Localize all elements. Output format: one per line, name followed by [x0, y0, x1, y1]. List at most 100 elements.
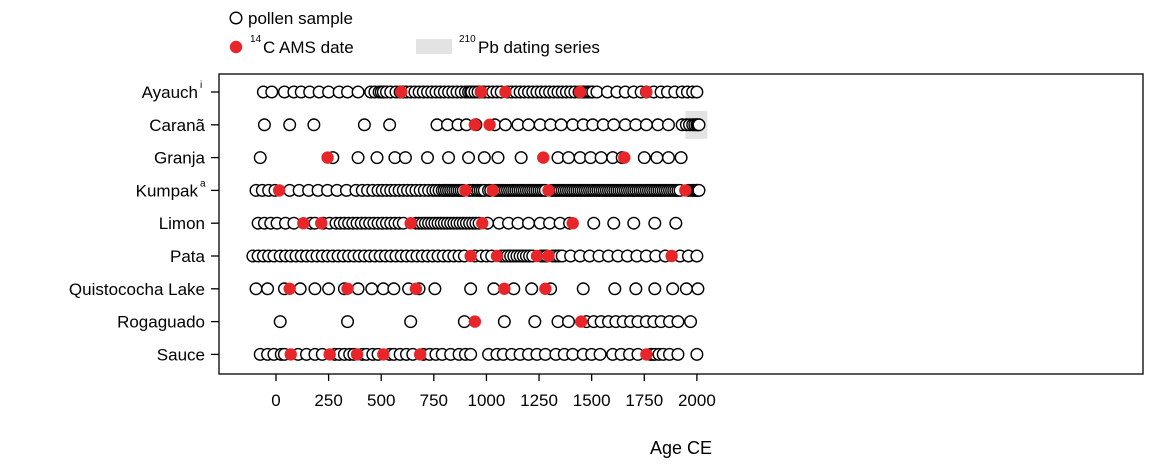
pollen-sample-point	[322, 282, 336, 296]
pollen-sample-point	[351, 85, 365, 99]
c14-date-point	[315, 217, 328, 230]
c14-date-point	[284, 348, 297, 361]
c14-date-point	[542, 184, 555, 197]
pollen-sample-point	[498, 118, 512, 132]
pollen-sample-point	[627, 216, 641, 230]
legend-pb-swatch	[416, 39, 452, 54]
c14-date-point	[640, 85, 653, 99]
pollen-sample-point	[528, 315, 542, 329]
pollen-sample-point	[462, 151, 476, 165]
pollen-sample-point	[428, 282, 442, 296]
legend-pollen-label: pollen sample	[248, 9, 353, 28]
pollen-sample-point	[257, 118, 271, 132]
c14-date-point	[498, 282, 511, 295]
y-tick-label-ayauch: Ayauch	[142, 83, 198, 102]
c14-date-point	[323, 348, 336, 361]
c14-date-point	[283, 282, 296, 295]
pollen-sample-point	[661, 118, 675, 132]
pollen-sample-point	[607, 216, 621, 230]
pollen-sample-point	[351, 282, 365, 296]
pollen-sample-point	[562, 315, 576, 329]
pollen-sample-point	[351, 151, 365, 165]
c14-date-point	[573, 85, 587, 99]
pollen-sample-point	[576, 282, 590, 296]
pollen-sample-point	[398, 151, 412, 165]
c14-date-point	[459, 184, 472, 197]
pollen-sample-point	[477, 151, 491, 165]
pollen-sample-point	[562, 151, 576, 165]
y-tick-label-caran-: Caranã	[149, 116, 205, 135]
c14-date-point	[483, 118, 496, 131]
pollen-sample-point	[273, 315, 287, 329]
pollen-sample-point	[650, 151, 664, 165]
pollen-sample-point	[690, 85, 704, 99]
c14-date-point	[321, 151, 334, 164]
legend-pb-label: Pb dating series	[478, 38, 600, 57]
c14-date-point	[464, 249, 477, 263]
pollen-sample-point	[608, 282, 622, 296]
legend-c14-label: C AMS date	[263, 38, 354, 57]
c14-date-point	[537, 151, 550, 164]
pollen-sample-point	[253, 151, 267, 165]
pollen-sample-point	[283, 118, 297, 132]
legend-c14-superscript: 14	[250, 34, 262, 45]
pollen-sample-point	[674, 151, 688, 165]
x-tick-label: 1000	[468, 391, 506, 410]
pollen-sample-point	[594, 151, 608, 165]
c14-date-point	[566, 217, 579, 230]
c14-date-point	[499, 85, 512, 99]
c14-date-point	[539, 282, 552, 295]
pollen-sample-point	[671, 315, 685, 329]
pollen-sample-point	[692, 183, 706, 197]
pollen-sample-point	[421, 151, 435, 165]
plot-frame	[218, 73, 1144, 375]
y-tick-label-quistococha-lake: Quistococha Lake	[69, 280, 205, 299]
pollen-sample-point	[261, 282, 275, 296]
pollen-sample-point	[265, 85, 279, 99]
legend-pollen-marker	[229, 11, 243, 25]
pollen-sample-point	[308, 282, 322, 296]
pollen-sample-point	[522, 216, 536, 230]
y-tick-label-limon: Limon	[159, 214, 205, 233]
pollen-sample-point	[671, 347, 685, 361]
c14-date-point	[297, 217, 310, 230]
pollen-sample-point	[648, 282, 662, 296]
pollen-sample-point	[637, 151, 651, 165]
y-axis: Ayauch i Caranã Granja Kumpak a Limon Pata Quist…	[69, 80, 219, 364]
pollen-sample-point	[487, 282, 501, 296]
pollen-sample-point	[691, 282, 705, 296]
c14-date-point	[474, 85, 488, 99]
c14-date-point	[409, 282, 423, 295]
pollen-sample-point	[690, 347, 704, 361]
y-tick-superscript-ayauch: i	[200, 80, 202, 91]
c14-date-point	[395, 85, 408, 99]
x-axis-label: Age CE	[650, 438, 712, 458]
pollen-sample-point	[464, 282, 478, 296]
pollen-sample-point	[669, 216, 683, 230]
c14-date-point	[574, 315, 588, 328]
c14-date-point	[490, 249, 504, 263]
x-tick-label: 2000	[678, 391, 716, 410]
pollen-sample-point	[307, 118, 321, 132]
pollen-sample-point	[587, 216, 601, 230]
c14-date-point	[618, 151, 631, 164]
pollen-sample-point	[679, 282, 693, 296]
pollen-sample-point	[522, 118, 536, 132]
pollen-sample-point	[249, 282, 263, 296]
pollen-sample-point	[491, 151, 505, 165]
y-tick-label-rogaguado: Rogaguado	[117, 313, 205, 332]
c14-date-point	[350, 348, 364, 361]
pollen-sample-point	[464, 347, 478, 361]
pollen-sample-point	[442, 151, 456, 165]
pollen-sample-point	[404, 315, 418, 329]
pollen-sample-point	[666, 282, 680, 296]
pollen-sample-point	[357, 118, 371, 132]
pollen-sample-point	[661, 151, 675, 165]
pollen-sample-point	[692, 118, 706, 132]
pollen-sample-point	[514, 151, 528, 165]
legend-pb-superscript: 210	[459, 34, 476, 45]
x-tick-label: 1750	[625, 391, 663, 410]
c14-date-point	[468, 315, 482, 328]
